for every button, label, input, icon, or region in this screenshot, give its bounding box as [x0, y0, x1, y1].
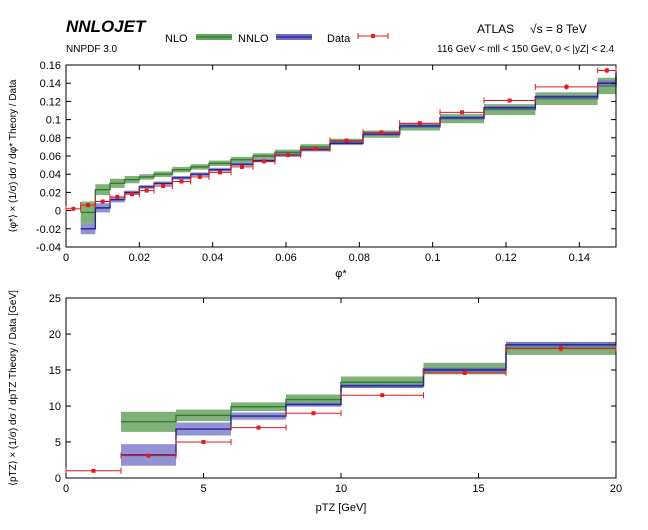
xtick-label-ptz: 10 [335, 483, 347, 495]
cuts-label: 116 GeV < mll < 150 GeV, 0 < |yZ| < 2.4 [437, 44, 614, 55]
ytick-label-phistar: 0.06 [40, 151, 61, 163]
xtick-label-phistar: 0.08 [349, 252, 370, 264]
legend-nlo-label: NLO [165, 33, 188, 45]
ytick-label-ptz: 0 [55, 473, 61, 485]
xtick-label-phistar: 0.02 [129, 252, 150, 264]
legend: NLO NNLO Data [165, 33, 389, 45]
ytick-label-ptz: 25 [49, 293, 61, 305]
data-point-phistar [115, 194, 120, 199]
ytick-label-phistar: 0.08 [40, 133, 61, 145]
data-point-ptz [91, 468, 96, 473]
xlabel-phistar: φ* [335, 268, 347, 280]
data-point-phistar [313, 146, 318, 151]
nnlo-line-ptz [121, 344, 616, 456]
xtick-label-phistar: 0 [63, 252, 69, 264]
data-point-ptz [256, 425, 261, 430]
xlabel-ptz: pTZ [GeV] [316, 502, 367, 514]
xtick-label-ptz: 0 [63, 483, 69, 495]
xtick-label-phistar: 0.1 [425, 252, 440, 264]
data-point-phistar [262, 159, 266, 164]
data-point-phistar [100, 199, 105, 204]
xtick-label-phistar: 0.12 [495, 252, 516, 264]
ytick-label-phistar: 0.1 [46, 115, 61, 127]
experiment-label: ATLAS [477, 22, 514, 36]
xtick-label-ptz: 5 [200, 483, 206, 495]
ytick-label-phistar: 0 [55, 206, 61, 218]
data-point-phistar [71, 206, 76, 211]
energy-label: √s = 8 TeV [530, 22, 587, 36]
data-point-ptz [462, 370, 467, 375]
ytick-label-phistar: 0.14 [40, 78, 61, 90]
data-point-phistar [179, 179, 184, 184]
data-point-phistar [507, 98, 512, 103]
xtick-label-ptz: 20 [610, 483, 622, 495]
data-point-ptz [201, 440, 206, 444]
data-point-phistar [285, 153, 290, 158]
xtick-label-phistar: 0.04 [202, 252, 223, 264]
ytick-label-ptz: 15 [49, 365, 61, 377]
ytick-label-phistar: 0.04 [40, 169, 61, 181]
ytick-label-ptz: 20 [49, 329, 61, 341]
xtick-label-phistar: 0.14 [569, 252, 590, 264]
xtick-label-phistar: 0.06 [275, 252, 296, 264]
ylabel-phistar: ⟨φ*⟩ × (1/σ) dσ / dφ* Theory / Data [8, 79, 19, 232]
data-point-phistar [240, 164, 244, 169]
pdf-label: NNPDF 3.0 [66, 44, 118, 55]
data-point-phistar [161, 184, 166, 189]
data-point-phistar [379, 130, 384, 135]
ytick-label-phistar: 0.16 [40, 60, 61, 72]
panel-ptz: pTZ [GeV] ⟨pTZ⟩ × (1/σ) dσ / dpTZ Theory… [8, 290, 622, 514]
series-layer-ptz [121, 341, 616, 466]
legend-data-marker [371, 34, 375, 38]
data-point-phistar [86, 203, 90, 208]
data-point-ptz [146, 453, 151, 458]
series-layer-phistar [80, 71, 617, 235]
data-point-ptz [380, 393, 385, 398]
ytick-label-phistar: 0.02 [40, 187, 61, 199]
legend-nnlo-label: NNLO [238, 33, 269, 45]
data-point-phistar [144, 188, 149, 193]
ytick-label-phistar: -0.02 [36, 224, 61, 236]
data-point-phistar [218, 170, 222, 175]
xtick-label-ptz: 15 [472, 483, 484, 495]
data-point-phistar [417, 121, 422, 126]
data-point-phistar [197, 174, 202, 179]
data-point-phistar [460, 110, 464, 115]
panel-phistar: φ* ⟨φ*⟩ × (1/σ) dσ / dφ* Theory / Data 0… [8, 60, 617, 280]
data-point-phistar [344, 138, 349, 143]
plot-area-phistar [65, 64, 617, 248]
data-point-phistar [564, 84, 569, 89]
ylabel-ptz: ⟨pTZ⟩ × (1/σ) dσ / dpTZ Theory / Data [G… [8, 290, 19, 486]
data-point-phistar [130, 192, 134, 197]
data-point-ptz [311, 411, 316, 416]
legend-data-label: Data [327, 33, 351, 45]
ytick-label-phistar: 0.12 [40, 96, 61, 108]
data-point-ptz [559, 346, 563, 351]
ytick-label-ptz: 5 [55, 437, 61, 449]
data-point-phistar [604, 68, 609, 73]
generator-label: NNLOJET [66, 17, 147, 36]
ytick-label-phistar: -0.04 [36, 242, 61, 254]
ytick-label-ptz: 10 [49, 401, 61, 413]
